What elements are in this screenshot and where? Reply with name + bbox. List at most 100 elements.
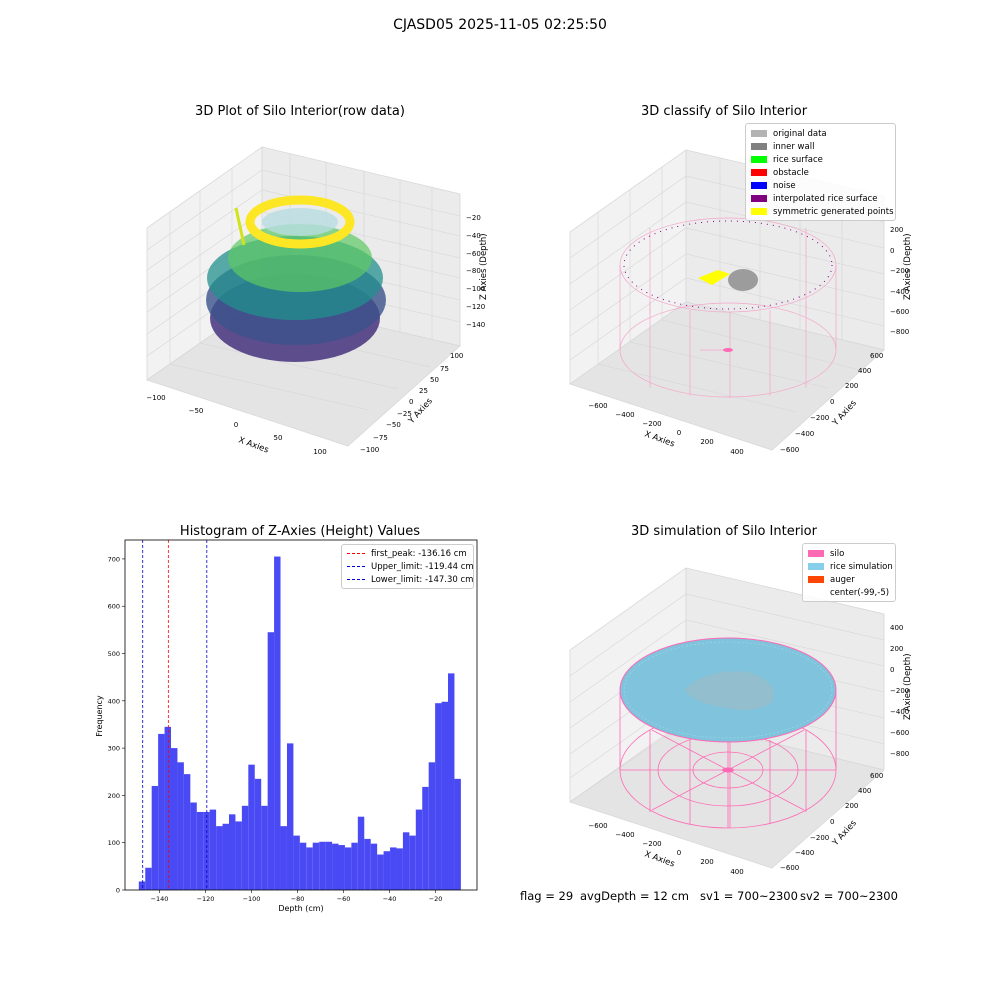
chart-title-simulation: 3D simulation of Silo Interior bbox=[631, 524, 817, 539]
histogram-bar bbox=[428, 762, 436, 890]
status-flag: flag = 29 bbox=[520, 889, 574, 903]
legend-label: first_peak: -136.16 cm bbox=[371, 548, 467, 559]
simulation-z-tick: 200 bbox=[890, 645, 903, 653]
simulation-y-ticks: −600 −400 −200 0 200 400 600 bbox=[780, 772, 883, 872]
classify-z-ticks: 200 0 −200 −400 −600 −800 bbox=[890, 226, 909, 336]
raw-y-ticks: −100 −75 −50 −25 0 25 50 75 100 bbox=[360, 352, 463, 454]
histogram-y-axis-label: Frequency bbox=[95, 695, 104, 737]
raw-y-tick: 100 bbox=[450, 352, 463, 360]
legend-item-inner-wall: inner wall bbox=[751, 140, 890, 153]
classify-z-tick: −800 bbox=[890, 328, 909, 336]
histogram-bar bbox=[190, 802, 197, 890]
raw-z-tick: −100 bbox=[466, 285, 485, 293]
classify-z-tick: 200 bbox=[890, 226, 903, 234]
histogram-bar bbox=[286, 743, 294, 890]
simulation-x-tick: −600 bbox=[588, 822, 607, 830]
simulation-z-ticks: 400 200 0 −200 −400 −600 −800 bbox=[890, 624, 909, 758]
histogram-bar bbox=[325, 841, 333, 890]
histogram-bars bbox=[138, 556, 461, 890]
histogram-bar bbox=[138, 881, 146, 890]
classify-x-tick: −400 bbox=[615, 411, 634, 419]
histogram-y-tick-label: 0 bbox=[116, 887, 120, 895]
simulation-rice-mesh bbox=[623, 641, 833, 739]
classify-x-tick: −200 bbox=[642, 420, 661, 428]
histogram-bar bbox=[377, 854, 384, 890]
histogram-bar bbox=[409, 835, 416, 890]
histogram-bar bbox=[415, 809, 423, 890]
legend-label: Upper_limit: -119.44 cm bbox=[371, 561, 474, 572]
raw-z-tick: −140 bbox=[466, 321, 485, 329]
classify-y-axis-label: Y Axies bbox=[830, 398, 859, 429]
raw-y-tick: −50 bbox=[386, 421, 401, 429]
histogram-bar bbox=[364, 838, 371, 890]
classify-y-tick: 200 bbox=[845, 382, 858, 390]
histogram-x-tick-label: −40 bbox=[383, 895, 397, 903]
raw-x-tick: −50 bbox=[189, 407, 204, 415]
classify-y-tick: −200 bbox=[810, 414, 829, 422]
legend-item-upper-limit: Upper_limit: -119.44 cm bbox=[347, 560, 474, 573]
classify-z-tick: 0 bbox=[890, 247, 894, 255]
histogram-bar bbox=[164, 726, 172, 890]
histogram-x-tick-label: −80 bbox=[291, 895, 305, 903]
classify-x-tick: 200 bbox=[700, 438, 713, 446]
legend-item-first-peak: first_peak: -136.16 cm bbox=[347, 547, 468, 560]
histogram-bar bbox=[370, 843, 378, 890]
histogram-bar bbox=[216, 826, 223, 890]
raw-y-tick: −25 bbox=[397, 410, 412, 418]
simulation-x-tick: 200 bbox=[700, 858, 713, 866]
simulation-x-tick: 0 bbox=[677, 849, 681, 857]
legend-item-lower-limit: Lower_limit: -147.30 cm bbox=[347, 573, 473, 586]
histogram-bar bbox=[228, 814, 236, 890]
histogram-bar bbox=[338, 845, 345, 890]
histogram-bar bbox=[267, 632, 275, 890]
histogram-bar bbox=[312, 842, 320, 890]
classify-symmetric-points bbox=[698, 270, 730, 285]
legend-label: auger bbox=[830, 574, 855, 585]
simulation-legend: silo rice simulation auger center(-99,-5… bbox=[802, 543, 896, 602]
chart-title-histogram: Histogram of Z-Axies (Height) Values bbox=[179, 524, 421, 539]
histogram-bar bbox=[293, 835, 300, 890]
simulation-x-ticks: −600 −400 −200 0 200 400 bbox=[588, 822, 743, 876]
histogram-bar bbox=[299, 842, 307, 890]
histogram-y-tick-label: 300 bbox=[108, 745, 120, 753]
histogram-x-axis-label: Depth (cm) bbox=[278, 904, 323, 913]
histogram-bar bbox=[396, 848, 403, 890]
legend-label: noise bbox=[773, 180, 796, 191]
classify-x-ticks: −600 −400 −200 0 200 400 bbox=[588, 402, 743, 456]
raw-z-tick: −40 bbox=[466, 232, 481, 240]
raw-y-tick: 50 bbox=[430, 376, 439, 384]
legend-line bbox=[347, 566, 365, 567]
classify-z-axis-label: Z Axies (Depth) bbox=[903, 233, 913, 300]
histogram-bar bbox=[261, 805, 268, 890]
histogram-x-ticks: −140 −120 −100 −80 −60 −40 −20 bbox=[151, 890, 443, 903]
histogram-y-ticks: 0 100 200 300 400 500 600 700 bbox=[108, 555, 125, 895]
simulation-y-tick: −600 bbox=[780, 864, 799, 872]
classify-y-tick: −600 bbox=[780, 446, 799, 454]
raw-x-tick: 0 bbox=[234, 421, 238, 429]
classify-x-tick: 400 bbox=[730, 448, 743, 456]
histogram-bar bbox=[151, 785, 159, 890]
chart-title-raw: 3D Plot of Silo Interior(row data) bbox=[195, 104, 405, 119]
simulation-x-axis-label: X Axies bbox=[643, 849, 676, 869]
legend-label: symmetric generated points bbox=[773, 206, 894, 217]
legend-label: inner wall bbox=[773, 141, 815, 152]
classify-y-tick: 600 bbox=[870, 352, 883, 360]
legend-item-interpolated-rice-surface: interpolated rice surface bbox=[751, 192, 890, 205]
status-sv2: sv2 = 700~2300 bbox=[800, 889, 898, 903]
histogram-x-tick-label: −100 bbox=[243, 895, 261, 903]
histogram-bar bbox=[177, 762, 184, 890]
raw-z-ticks: −20 −40 −60 −80 −100 −120 −140 bbox=[466, 214, 485, 329]
raw-x-tick: 100 bbox=[313, 448, 326, 456]
classify-z-tick: −200 bbox=[890, 267, 909, 275]
legend-swatch bbox=[751, 143, 767, 150]
classify-y-tick: 0 bbox=[830, 398, 834, 406]
raw-z-tick: −120 bbox=[466, 303, 485, 311]
histogram-x-tick-label: −20 bbox=[429, 895, 443, 903]
legend-item-noise: noise bbox=[751, 179, 890, 192]
histogram-y-tick-label: 100 bbox=[108, 839, 120, 847]
status-sv1: sv1 = 700~2300 bbox=[700, 889, 798, 903]
legend-item-rice-simulation: rice simulation bbox=[808, 560, 893, 573]
legend-item-original-data: original data bbox=[751, 127, 890, 140]
simulation-y-axis-label: Y Axies bbox=[830, 818, 859, 849]
classify-y-tick: 400 bbox=[858, 367, 871, 375]
